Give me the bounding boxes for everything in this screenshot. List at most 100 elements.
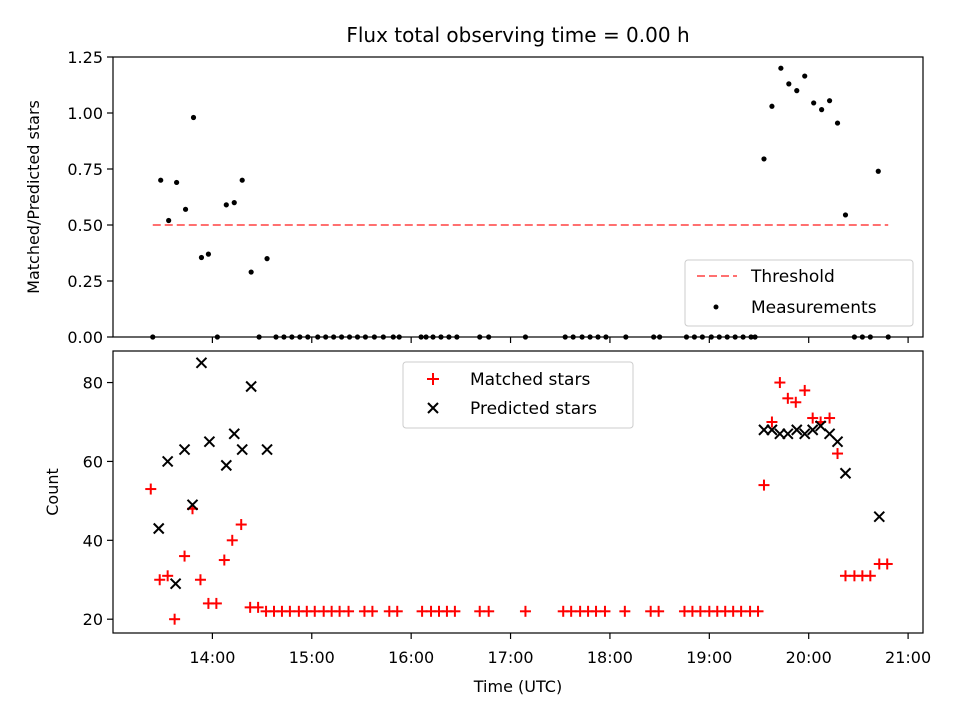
matched-star-point — [483, 605, 495, 617]
measurement-point — [778, 65, 784, 71]
matched-star-point — [449, 605, 461, 617]
measurement-point — [223, 202, 229, 208]
xtick-label-5: 19:00 — [686, 648, 732, 667]
measurement-point — [198, 254, 205, 261]
measurement-point — [231, 200, 237, 206]
bottom-legend: Matched stars Predicted stars — [402, 361, 634, 429]
predicted-star-point — [261, 443, 273, 456]
x-axis-label: Time (UTC) — [473, 677, 562, 696]
measurement-point — [158, 177, 164, 183]
legend-threshold-label: Threshold — [750, 267, 835, 287]
predicted-star-point — [873, 510, 885, 523]
top-x-ticks — [211, 337, 909, 343]
matched-star-point — [790, 396, 802, 408]
measurement-point — [264, 256, 270, 262]
xtick-label-6: 20:00 — [786, 648, 832, 667]
measurement-point — [834, 120, 841, 126]
matched-star-point — [766, 416, 778, 428]
predicted-star-point — [186, 499, 199, 511]
bottom-ytick-label-3: 80 — [83, 374, 103, 393]
predicted-star-point — [831, 436, 844, 448]
bottom-x-ticks: 14:00 15:00 16:00 17:00 18:00 19:00 20:00 21:00 — [189, 633, 931, 667]
matched-star-point — [210, 597, 222, 609]
legend-predicted-label: Predicted stars — [470, 399, 597, 419]
top-y-axis-label: Matched/Predicted stars — [24, 100, 43, 294]
matched-star-point — [391, 605, 403, 617]
predicted-star-point — [814, 420, 827, 432]
matched-star-point — [599, 605, 611, 617]
predicted-star-point — [161, 455, 174, 468]
bottom-ytick-label-1: 40 — [83, 531, 103, 550]
matched-star-point — [619, 605, 631, 617]
predicted-star-point — [220, 459, 233, 472]
matched-star-point — [782, 392, 794, 404]
bottom-plot-area — [145, 357, 893, 625]
measurement-point — [811, 100, 817, 106]
bottom-ytick-label-2: 60 — [83, 452, 103, 471]
measurement-point — [842, 212, 849, 218]
measurement-point — [239, 177, 245, 183]
measurement-point — [174, 179, 180, 186]
measurement-point — [826, 98, 833, 104]
legend-matched-label: Matched stars — [470, 370, 590, 390]
predicted-star-point — [782, 428, 794, 440]
bottom-y-ticks: 20 40 60 80 — [83, 374, 113, 629]
matched-star-point — [774, 377, 786, 389]
predicted-star-point — [236, 443, 248, 456]
top-ytick-label-4: 1.00 — [67, 104, 103, 123]
predicted-star-point — [766, 424, 778, 436]
legend-predicted-marker — [427, 402, 439, 414]
xtick-label-7: 21:00 — [885, 648, 931, 667]
measurement-point — [769, 103, 775, 109]
predicted-star-point — [806, 424, 819, 436]
measurement-point — [205, 251, 212, 257]
matched-star-point — [832, 448, 844, 460]
matched-star-point — [226, 534, 238, 546]
matched-star-point — [366, 605, 378, 617]
matched-star-point — [824, 412, 836, 424]
measurement-point — [166, 217, 172, 224]
predicted-star-point — [245, 380, 257, 393]
matched-star-point — [169, 613, 181, 625]
top-axes-frame — [112, 56, 924, 338]
bottom-y-axis-label: Count — [43, 468, 62, 516]
matched-star-point — [179, 550, 191, 562]
matched-star-point — [194, 574, 206, 586]
predicted-star-point — [195, 357, 208, 369]
measurement-point — [190, 114, 197, 121]
matched-star-point — [653, 605, 665, 617]
bottom-panel: Count Time (UTC) 20 40 60 80 14:00 15:00 16:0… — [43, 350, 931, 696]
measurement-point — [875, 168, 881, 174]
predicted-star-point — [799, 428, 811, 440]
matched-star-point — [162, 570, 174, 582]
bottom-axes-frame — [112, 350, 924, 634]
predicted-star-point — [169, 577, 182, 590]
matched-star-point — [235, 519, 247, 531]
top-ytick-label-5: 1.25 — [67, 48, 103, 67]
matched-star-point — [154, 574, 166, 586]
predicted-star-point — [791, 424, 803, 436]
measurement-point — [761, 156, 767, 162]
top-ytick-label-3: 0.75 — [67, 160, 103, 179]
top-legend: Threshold Measurements — [684, 259, 914, 327]
legend-measurements-marker — [713, 304, 719, 310]
predicted-star-point — [228, 428, 240, 440]
measurement-point — [794, 88, 800, 94]
chart-title: Flux total observing time = 0.00 h — [346, 23, 689, 47]
top-panel: Flux total observing time = 0.00 h Match… — [24, 23, 924, 347]
top-ytick-label-0: 0.00 — [67, 328, 103, 347]
measurement-point — [182, 206, 189, 212]
xtick-label-3: 17:00 — [487, 648, 533, 667]
matched-star-point — [343, 605, 355, 617]
predicted-star-point — [203, 436, 216, 448]
matched-star-point — [752, 605, 764, 617]
measurement-point — [786, 81, 792, 87]
measurement-point — [802, 73, 808, 79]
matched-star-point — [881, 558, 893, 570]
matched-star-point — [218, 554, 230, 566]
matched-star-point — [864, 570, 876, 582]
matched-star-point — [758, 479, 770, 491]
xtick-label-2: 16:00 — [388, 648, 434, 667]
